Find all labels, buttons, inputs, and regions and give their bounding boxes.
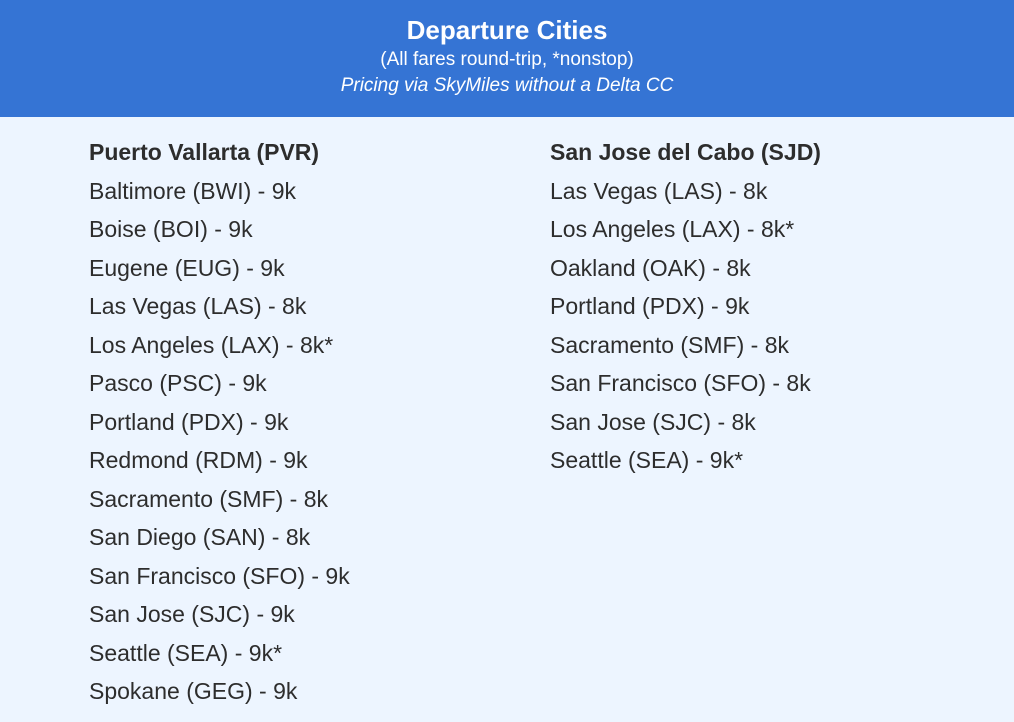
list-item: Eugene (EUG) - 9k: [89, 254, 285, 281]
list-item: Los Angeles (LAX) - 8k*: [550, 216, 795, 242]
list-item: Sacramento (SMF) - 8k: [89, 485, 328, 512]
column-heading: Puerto Vallarta (PVR): [89, 139, 320, 165]
list-item: Seattle (SEA) - 9k*: [550, 447, 744, 473]
column-heading: San Jose del Cabo (SJD): [550, 139, 821, 165]
list-item: San Francisco (SFO) - 9k: [89, 562, 350, 589]
list-item: Oakland (OAK) - 8k: [550, 254, 751, 281]
list-item: San Francisco (SFO) - 8k: [550, 370, 811, 396]
list-item: San Jose (SJC) - 9k: [89, 601, 295, 627]
page-subtitle: (All fares round-trip, *nonstop): [380, 49, 634, 70]
city-list: Las Vegas (LAS) - 8k Los Angeles (LAX) - …: [550, 172, 821, 480]
page-title: Departure Cities: [406, 15, 608, 45]
pricing-note: Pricing via SkyMiles without a Delta CC: [340, 75, 674, 96]
list-item: Sacramento (SMF) - 8k: [550, 331, 789, 358]
list-item: Las Vegas (LAS) - 8k: [550, 177, 768, 204]
header-banner: Departure Cities (All fares round-trip, …: [0, 0, 1014, 117]
list-item: Las Vegas (LAS) - 8k: [89, 293, 307, 319]
list-item: Pasco (PSC) - 9k: [89, 370, 267, 396]
list-item: Spokane (GEG) - 9k: [89, 678, 298, 704]
column-pvr: Puerto Vallarta (PVR) Baltimore (BWI) - …: [89, 133, 350, 711]
list-item: Seattle (SEA) - 9k*: [89, 639, 283, 666]
list-item: Baltimore (BWI) - 9k: [89, 177, 297, 204]
column-sjd: San Jose del Cabo (SJD) Las Vegas (LAS) …: [550, 133, 821, 480]
city-list: Baltimore (BWI) - 9k Boise (BOI) - 9k Euge…: [89, 172, 350, 711]
list-item: Redmond (RDM) - 9k: [89, 447, 308, 473]
list-item: San Jose (SJC) - 8k: [550, 408, 756, 435]
list-item: Portland (PDX) - 9k: [550, 293, 750, 319]
list-item: Portland (PDX) - 9k: [89, 408, 289, 435]
list-item: San Diego (SAN) - 8k: [89, 524, 311, 550]
list-item: Los Angeles (LAX) - 8k*: [89, 331, 334, 358]
list-item: Boise (BOI) - 9k: [89, 216, 253, 242]
